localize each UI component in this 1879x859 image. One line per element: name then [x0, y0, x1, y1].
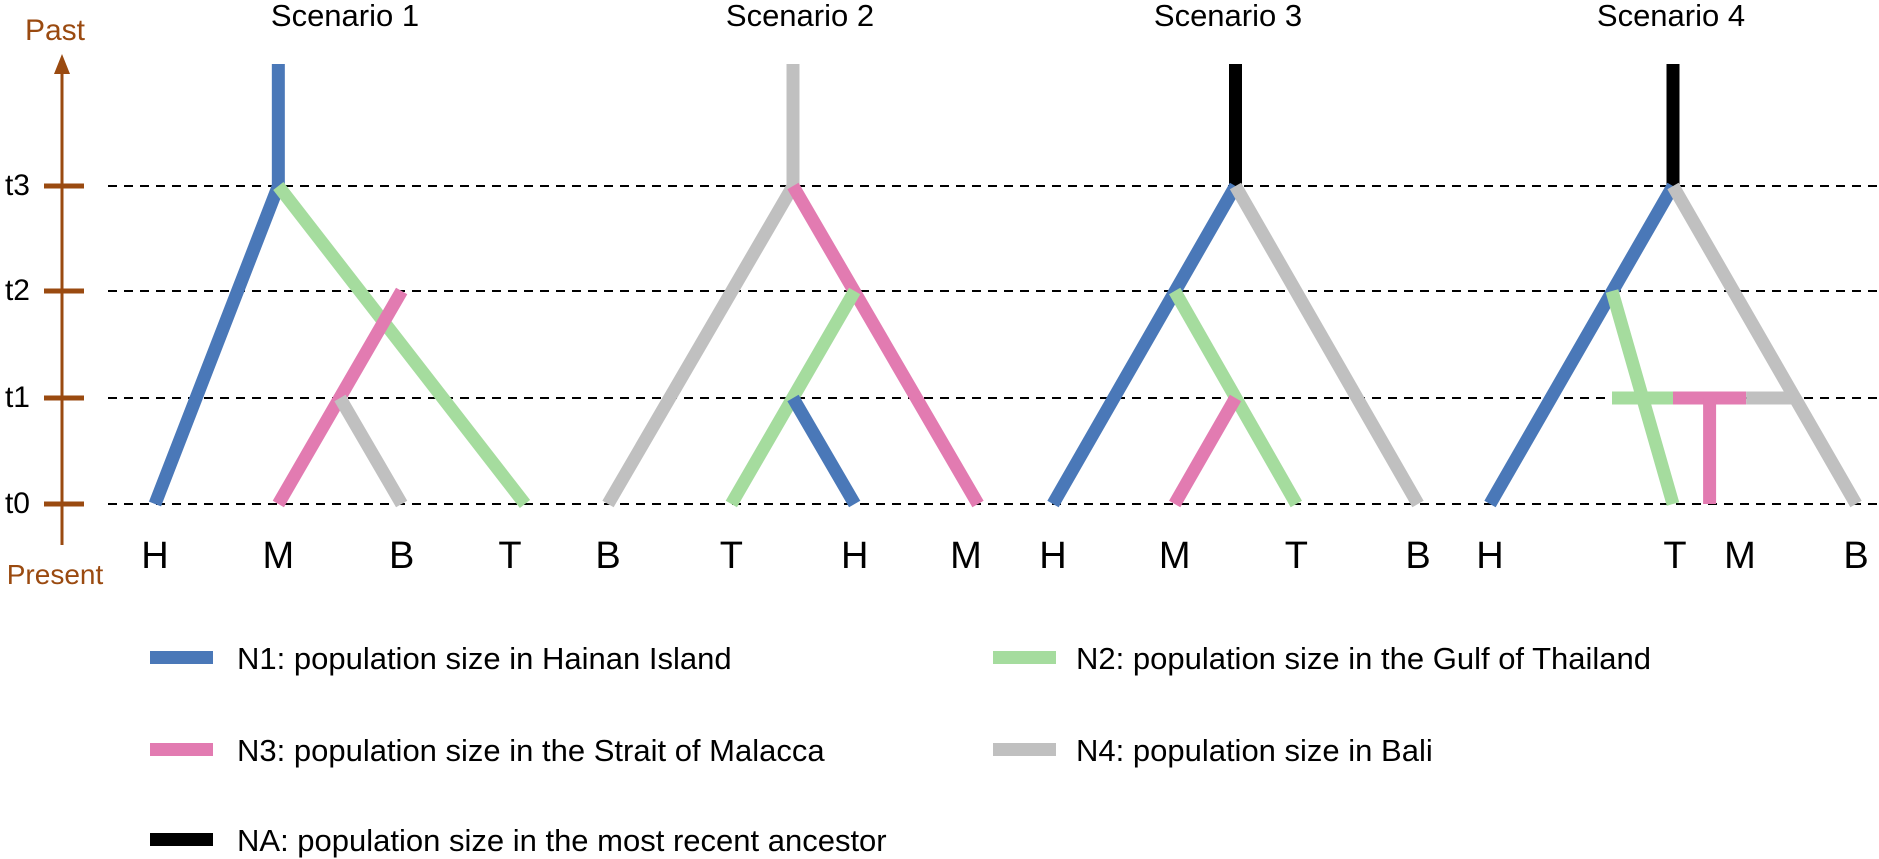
scenario-2-tree — [602, 64, 984, 508]
branch-n4 — [602, 182, 799, 508]
branch-n2 — [725, 287, 861, 508]
scenario-4-tree — [1484, 64, 1862, 508]
leaf-label-h: H — [1476, 535, 1503, 577]
leaf-label-h: H — [141, 535, 168, 577]
time-gridlines — [108, 185, 1879, 505]
branch-n2 — [273, 182, 531, 508]
leaf-label-t: T — [1663, 535, 1686, 577]
branch-n4 — [1667, 182, 1862, 508]
legend-swatch-n3 — [150, 743, 213, 756]
branch-n1 — [1047, 182, 1242, 508]
legend-label-n4: N4: population size in Bali — [1076, 733, 1433, 768]
leaf-label-h: H — [841, 535, 868, 577]
legend-swatch-n1 — [150, 651, 213, 664]
present-label: Present — [7, 559, 104, 590]
legend-swatch-n2 — [993, 651, 1056, 664]
branch-n1 — [148, 183, 285, 507]
scenario-1-title: Scenario 1 — [271, 0, 419, 33]
branch-n1 — [1484, 182, 1679, 508]
leaf-label-b: B — [1405, 535, 1430, 577]
leaf-label-t: T — [498, 535, 521, 577]
leaf-label-h: H — [1039, 535, 1066, 577]
tick-label-t2: t2 — [5, 274, 30, 307]
leaf-label-b: B — [389, 535, 414, 577]
leaf-label-m: M — [263, 535, 295, 577]
tick-label-t1: t1 — [5, 381, 30, 414]
leaf-label-m: M — [1724, 535, 1756, 577]
legend-swatch-n4 — [993, 743, 1056, 756]
scenario-3-title: Scenario 3 — [1154, 0, 1302, 33]
legend-label-n1: N1: population size in Hainan Island — [237, 641, 732, 676]
leaf-label-t: T — [720, 535, 743, 577]
scenario-titles: Scenario 1 Scenario 2 Scenario 3 Scenari… — [271, 0, 1745, 33]
time-axis: Past Present t0 t1 t2 t3 — [5, 14, 103, 590]
branch-n2 — [1169, 287, 1302, 508]
leaf-label-m: M — [950, 535, 982, 577]
time-axis-arrowhead — [54, 54, 70, 74]
past-label: Past — [25, 14, 86, 47]
branch-n1 — [787, 394, 861, 508]
legend-label-na: NA: population size in the most recent a… — [237, 823, 887, 858]
branch-n3 — [272, 287, 408, 508]
legend-label-n3: N3: population size in the Strait of Mal… — [237, 733, 825, 768]
branch-n3 — [787, 182, 984, 508]
tick-label-t3: t3 — [5, 169, 30, 202]
scenario-3-tree — [1047, 64, 1424, 508]
scenario-1-tree — [148, 64, 531, 508]
scenario-4-title: Scenario 4 — [1597, 0, 1745, 33]
legend-swatch-na — [150, 833, 213, 846]
leaf-label-b: B — [595, 535, 620, 577]
tick-label-t0: t0 — [5, 487, 30, 520]
branch-n4 — [334, 394, 408, 508]
leaf-label-t: T — [1285, 535, 1308, 577]
scenario-2-title: Scenario 2 — [726, 0, 874, 33]
branch-n3 — [1169, 394, 1242, 508]
branch-n4 — [1229, 182, 1424, 508]
legend-label-n2: N2: population size in the Gulf of Thail… — [1076, 641, 1651, 676]
scenario-trees — [148, 64, 1862, 508]
legend: N1: population size in Hainan Island N2:… — [150, 641, 1651, 858]
leaf-label-m: M — [1159, 535, 1191, 577]
leaf-label-b: B — [1843, 535, 1868, 577]
